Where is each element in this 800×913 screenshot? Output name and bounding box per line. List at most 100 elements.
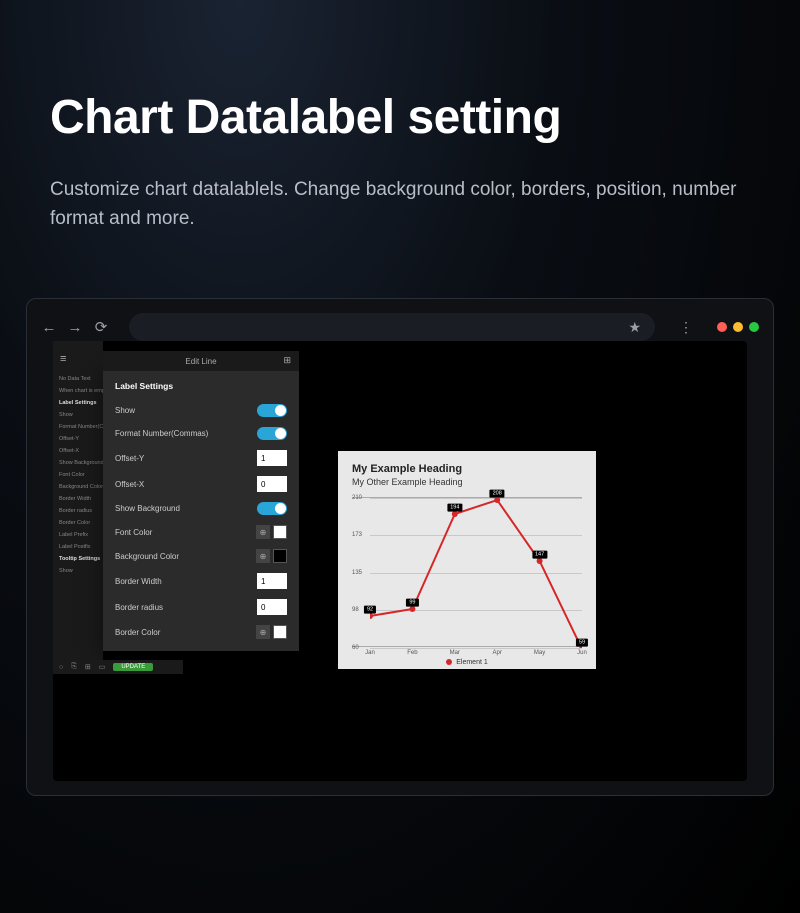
close-light-icon[interactable] [717,322,727,332]
y-axis-label: 210 [352,495,362,501]
setting-label: Format Number(Commas) [115,429,208,438]
update-button[interactable]: UPDATE [113,663,153,671]
reload-icon[interactable]: ⟳ [93,318,109,336]
sidebar-item[interactable]: Background Color [53,481,103,493]
y-axis-label: 60 [352,645,359,651]
number-input[interactable] [257,573,287,589]
x-axis-label: Jun [577,650,587,656]
chart-subtitle: My Other Example Heading [352,477,582,487]
color-swatch[interactable] [273,549,287,563]
sidebar-item[interactable]: Tooltip Settings [53,553,103,565]
toolbar-icon[interactable]: ○ [59,664,63,671]
sidebar-item[interactable]: Label Settings [53,397,103,409]
y-axis-label: 135 [352,570,362,576]
toolbar-icon[interactable]: ⊞ [85,663,91,671]
settings-sidebar: ≡ No Data TextWhen chart is empLabel Set… [53,341,103,669]
label-settings-panel: Edit Line ⊞ Label Settings ShowFormat Nu… [103,371,299,651]
setting-label: Background Color [115,552,179,561]
back-icon[interactable]: ← [41,319,57,336]
sidebar-item[interactable]: Label Prefix [53,529,103,541]
sidebar-item[interactable]: When chart is emp [53,385,103,397]
data-label: 99 [406,599,418,607]
color-control: ⊕ [256,549,287,563]
setting-label: Font Color [115,528,152,537]
setting-row: Offset-Y [103,445,299,471]
browser-frame: ← → ⟳ ★ ⋮ ≡ No Data TextWhen chart is em… [26,298,774,796]
y-axis-label: 98 [352,607,359,613]
chart-plot: 6098135173210JanFebMarAprMayJun929919420… [352,497,582,647]
x-axis-label: Mar [450,650,460,656]
y-axis-label: 173 [352,532,362,538]
toggle-switch[interactable] [257,427,287,440]
setting-label: Show Background [115,504,180,513]
sidebar-item[interactable]: Font Color [53,469,103,481]
menu-dots-icon[interactable]: ⋮ [679,319,693,336]
toggle-switch[interactable] [257,404,287,417]
bottom-toolbar: ○ ⎘ ⊞ ▭ UPDATE [53,660,183,674]
sidebar-item[interactable]: Show [53,565,103,577]
setting-row: Show Background [103,497,299,520]
data-label: 59 [576,639,588,647]
sidebar-item[interactable]: Format Number(C [53,421,103,433]
setting-row: Background Color ⊕ [103,544,299,568]
chart-preview: My Example Heading My Other Example Head… [338,451,596,669]
setting-row: Font Color ⊕ [103,520,299,544]
data-label: 92 [364,606,376,614]
grid-icon[interactable]: ⊞ [283,355,291,366]
chart-title: My Example Heading [352,463,582,475]
x-axis-label: Jan [365,650,375,656]
hamburger-icon[interactable]: ≡ [53,353,103,373]
forward-icon[interactable]: → [67,319,83,336]
sidebar-item[interactable]: Label Postfix [53,541,103,553]
data-label: 194 [447,504,462,512]
toggle-switch[interactable] [257,502,287,515]
toolbar-icon[interactable]: ▭ [99,663,106,671]
legend-marker-icon [446,659,452,665]
setting-label: Show [115,406,135,415]
min-light-icon[interactable] [733,322,743,332]
x-axis-label: Feb [407,650,417,656]
sidebar-item[interactable]: Border radius [53,505,103,517]
x-axis-label: May [534,650,545,656]
chart-legend: Element 1 [352,659,582,666]
color-swatch[interactable] [273,625,287,639]
color-swatch[interactable] [273,525,287,539]
sidebar-item[interactable]: No Data Text [53,373,103,385]
sidebar-item[interactable]: Show [53,409,103,421]
setting-label: Border radius [115,603,163,612]
setting-label: Offset-X [115,480,144,489]
color-control: ⊕ [256,625,287,639]
color-control: ⊕ [256,525,287,539]
sidebar-item[interactable]: Offset-Y [53,433,103,445]
number-input[interactable] [257,450,287,466]
max-light-icon[interactable] [749,322,759,332]
setting-row: Format Number(Commas) [103,422,299,445]
setting-row: Border Color⊕ [103,620,299,644]
toolbar-icon[interactable]: ⎘ [71,663,77,671]
number-input[interactable] [257,599,287,615]
traffic-lights [717,322,759,332]
setting-row: Border radius [103,594,299,620]
panel-header: Edit Line [103,351,299,371]
sidebar-item[interactable]: Border Color [53,517,103,529]
setting-label: Border Width [115,577,162,586]
globe-icon[interactable]: ⊕ [256,625,270,639]
url-bar[interactable]: ★ [129,313,655,341]
legend-label: Element 1 [456,659,488,666]
app-viewport: ≡ No Data TextWhen chart is empLabel Set… [53,341,747,781]
data-label: 147 [532,551,547,559]
sidebar-item[interactable]: Show Background [53,457,103,469]
page-title: Chart Datalabel setting [0,0,800,145]
number-input[interactable] [257,476,287,492]
setting-row: Show [103,399,299,422]
sidebar-item[interactable]: Offset-X [53,445,103,457]
chart-line-svg [370,498,582,648]
gridline [370,648,582,649]
setting-label: Offset-Y [115,454,144,463]
panel-title: Label Settings [103,371,299,399]
star-icon[interactable]: ★ [628,319,641,336]
globe-icon[interactable]: ⊕ [256,525,270,539]
setting-row: Border Width [103,568,299,594]
globe-icon[interactable]: ⊕ [256,549,270,563]
sidebar-item[interactable]: Border Width [53,493,103,505]
